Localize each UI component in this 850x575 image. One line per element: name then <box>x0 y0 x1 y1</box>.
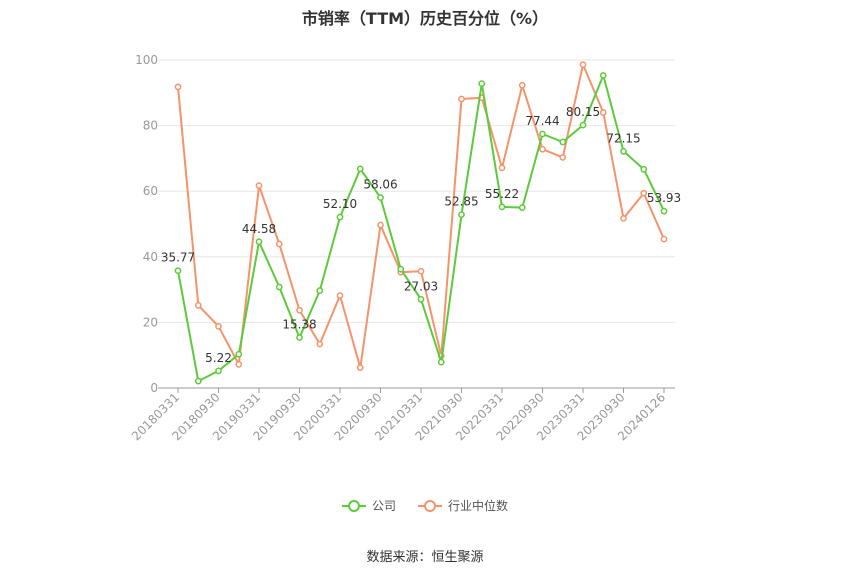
legend-item-company[interactable]: 公司 <box>341 497 396 514</box>
data-point-industry <box>559 154 567 161</box>
data-point-industry <box>194 301 202 309</box>
data-point-company <box>660 207 668 215</box>
y-tick-label: 80 <box>143 119 158 133</box>
chart-title: 市销率（TTM）历史百分位（%） <box>301 9 549 28</box>
data-point-company <box>417 295 425 303</box>
y-tick-label: 20 <box>143 315 158 329</box>
data-point-industry <box>356 364 364 372</box>
data-point-industry <box>174 83 182 91</box>
data-point-company <box>498 203 506 211</box>
data-label: 44.58 <box>242 222 276 236</box>
legend-item-industry[interactable]: 行业中位数 <box>418 497 508 514</box>
legend-label-company: 公司 <box>371 499 396 513</box>
data-point-company <box>194 377 202 385</box>
data-point-company <box>640 165 648 173</box>
data-point-industry <box>498 164 506 172</box>
data-point-company <box>579 121 587 129</box>
y-tick-label: 100 <box>135 53 158 67</box>
data-point-company <box>377 194 384 201</box>
data-point-company <box>518 204 526 211</box>
legend-label-industry: 行业中位数 <box>448 499 509 513</box>
data-point-company <box>620 147 627 155</box>
data-point-company <box>336 213 344 221</box>
data-point-industry <box>640 189 648 197</box>
data-point-industry <box>377 221 384 229</box>
data-label: 55.22 <box>485 187 519 201</box>
data-point-industry <box>336 292 344 299</box>
data-point-company <box>296 334 303 341</box>
data-point-industry <box>458 95 465 103</box>
data-point-company <box>458 211 465 219</box>
data-point-industry <box>316 340 324 348</box>
data-point-company <box>275 283 283 291</box>
legend-marker-industry <box>418 499 442 513</box>
data-point-industry <box>579 61 587 68</box>
data-point-industry <box>255 182 263 189</box>
data-label: 27.03 <box>404 279 438 293</box>
data-point-company <box>215 367 222 375</box>
data-label: 52.85 <box>444 195 478 209</box>
data-point-industry <box>539 145 546 153</box>
data-point-company <box>397 265 405 273</box>
data-label: 35.77 <box>161 251 195 265</box>
data-point-company <box>437 358 445 366</box>
data-label: 80.15 <box>566 105 600 119</box>
data-label: 53.93 <box>647 191 681 205</box>
y-tick-label: 40 <box>143 250 158 264</box>
data-point-company <box>235 350 243 358</box>
data-point-industry <box>599 109 607 116</box>
data-point-company <box>478 80 486 87</box>
data-point-industry <box>275 240 283 248</box>
data-point-industry <box>620 215 627 222</box>
data-label: 15.38 <box>282 318 316 332</box>
data-point-company <box>599 72 607 79</box>
data-point-company <box>356 165 364 173</box>
data-point-industry <box>235 361 243 368</box>
data-point-industry <box>417 267 425 275</box>
data-point-company <box>255 238 263 246</box>
data-label: 5.22 <box>205 351 232 365</box>
data-source-note: 数据来源：恒生聚源 <box>366 550 484 565</box>
legend-marker-company <box>341 499 366 513</box>
data-point-industry <box>215 322 222 330</box>
data-point-company <box>174 267 182 275</box>
data-point-company <box>316 287 324 294</box>
data-label: 52.10 <box>323 197 357 211</box>
data-point-industry <box>660 235 668 243</box>
data-point-company <box>539 130 546 138</box>
data-label: 77.44 <box>525 114 559 128</box>
data-label: 58.06 <box>363 178 397 192</box>
chart-legend: 公司 行业中位数 <box>0 497 850 514</box>
y-tick-label: 60 <box>143 184 158 198</box>
y-tick-label: 0 <box>150 381 158 395</box>
data-point-industry <box>518 81 526 89</box>
data-point-company <box>559 138 567 146</box>
data-label: 72.15 <box>606 131 640 145</box>
data-point-industry <box>296 306 303 314</box>
